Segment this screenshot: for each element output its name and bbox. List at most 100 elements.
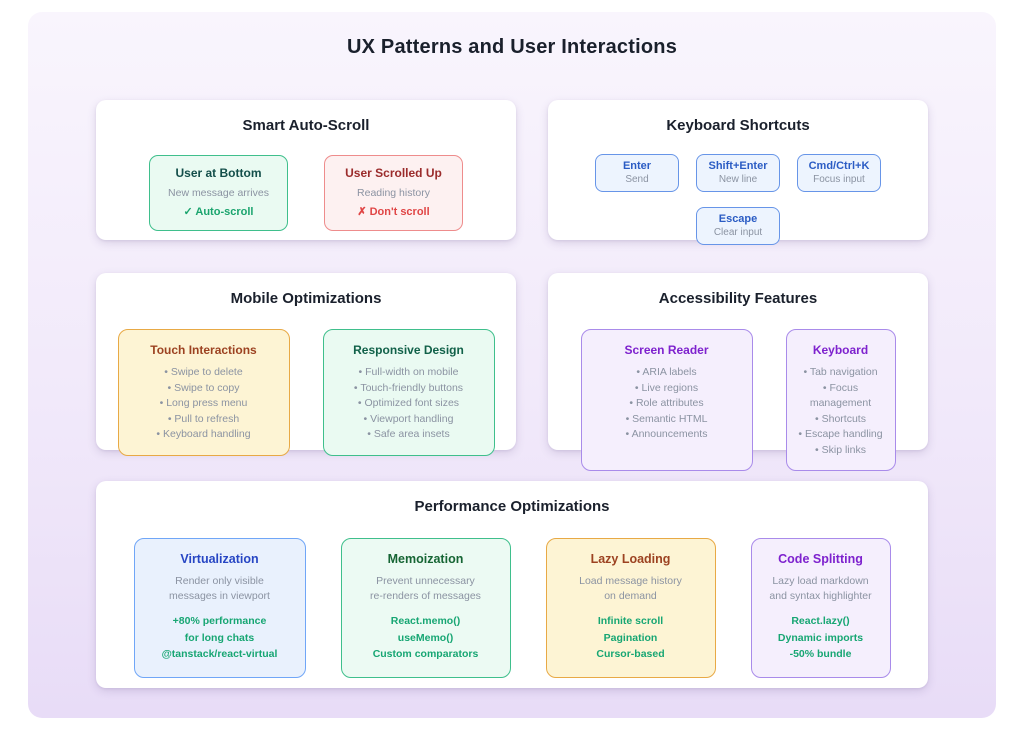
list-item: Long press menu	[129, 396, 279, 412]
card-desc: New message arrives	[168, 187, 269, 199]
stat-line: React.lazy()	[791, 615, 850, 627]
panel-mobile-optimizations: Mobile Optimizations Touch Interactions …	[96, 273, 516, 456]
list-item: Role attributes	[592, 396, 742, 412]
list-item: Shortcuts	[797, 412, 885, 428]
key-shift-enter: Shift+Enter New line	[696, 154, 780, 192]
desc-line: messages in viewport	[169, 590, 270, 602]
card-stats: Infinite scroll Pagination Cursor-based	[553, 613, 709, 663]
panel-title: Smart Auto-Scroll	[242, 117, 370, 134]
card-title: Lazy Loading	[590, 552, 671, 566]
panel-keyboard-shortcuts: Keyboard Shortcuts Enter Send Shift+Ente…	[548, 100, 928, 245]
card-title: User at Bottom	[175, 166, 262, 180]
stat-line: @tanstack/react-virtual	[161, 648, 278, 660]
card-action: ✓ Auto-scroll	[183, 206, 254, 218]
list-item: Swipe to delete	[129, 365, 279, 381]
desc-line: and syntax highlighter	[769, 590, 872, 602]
key-action: Clear input	[713, 227, 763, 238]
key-cmd-ctrl-k: Cmd/Ctrl+K Focus input	[797, 154, 881, 192]
card-touch-interactions: Touch Interactions Swipe to delete Swipe…	[117, 329, 290, 456]
key-enter: Enter Send	[595, 154, 679, 192]
card-stats: React.lazy() Dynamic imports -50% bundle	[758, 613, 884, 663]
card-lazy-loading: Lazy Loading Load message history on dem…	[545, 538, 716, 678]
key-label: Enter	[622, 160, 652, 172]
card-user-at-bottom: User at Bottom New message arrives ✓ Aut…	[149, 155, 288, 231]
stat-line: Pagination	[603, 631, 658, 644]
key-escape: Escape Clear input	[696, 207, 780, 245]
card-desc: Reading history	[357, 187, 430, 199]
panel-title: Performance Optimizations	[414, 498, 610, 515]
list-item: Full-width on mobile	[334, 365, 484, 381]
card-items: Swipe to delete Swipe to copy Long press…	[129, 365, 279, 443]
list-item: Escape handling	[797, 427, 885, 443]
card-user-scrolled-up: User Scrolled Up Reading history ✗ Don't…	[324, 155, 463, 231]
desc-line: on demand	[604, 590, 657, 602]
stat-line: Custom comparators	[372, 648, 479, 660]
panel-title: Mobile Optimizations	[230, 290, 382, 307]
card-title: Memoization	[387, 552, 464, 566]
card-keyboard: Keyboard Tab navigation Focus management…	[785, 329, 896, 471]
card-desc: Prevent unnecessary re-renders of messag…	[348, 574, 504, 604]
performance-cards: Virtualization Render only visible messa…	[96, 538, 928, 678]
list-item: Safe area insets	[334, 427, 484, 443]
panel-performance-optimizations: Performance Optimizations Virtualization…	[96, 481, 928, 688]
key-label: Cmd/Ctrl+K	[808, 160, 870, 172]
panel-title: Accessibility Features	[658, 290, 818, 307]
list-item: Skip links	[797, 443, 885, 459]
list-item: Touch-friendly buttons	[334, 381, 484, 397]
stat-line: Dynamic imports	[777, 631, 864, 644]
list-item: Swipe to copy	[129, 381, 279, 397]
list-item: Announcements	[592, 427, 742, 443]
list-item: Keyboard handling	[129, 427, 279, 443]
card-items: Full-width on mobile Touch-friendly butt…	[334, 365, 484, 443]
card-stats: +80% performance for long chats @tanstac…	[141, 613, 299, 663]
accessibility-cards: Screen Reader ARIA labels Live regions R…	[548, 329, 928, 471]
key-action: Send	[625, 174, 649, 185]
list-item: Live regions	[592, 381, 742, 397]
card-title: Screen Reader	[624, 343, 709, 357]
key-action: Focus input	[813, 174, 865, 185]
desc-line: Lazy load markdown	[772, 575, 869, 587]
desc-line: Prevent unnecessary	[376, 575, 475, 587]
list-item: Tab navigation	[797, 365, 885, 381]
key-label: Shift+Enter	[708, 160, 768, 172]
card-items: Tab navigation Focus management Shortcut…	[797, 365, 885, 458]
page-title: UX Patterns and User Interactions	[346, 36, 678, 58]
panel-title: Keyboard Shortcuts	[666, 117, 810, 134]
list-item: Pull to refresh	[129, 412, 279, 428]
card-desc: Load message history on demand	[553, 574, 709, 604]
card-screen-reader: Screen Reader ARIA labels Live regions R…	[580, 329, 753, 471]
card-code-splitting: Code Splitting Lazy load markdown and sy…	[750, 538, 891, 678]
row-top: Smart Auto-Scroll User at Bottom New mes…	[96, 100, 928, 245]
panel-smart-auto-scroll: Smart Auto-Scroll User at Bottom New mes…	[96, 100, 516, 240]
card-title: User Scrolled Up	[345, 166, 442, 180]
desc-line: Load message history	[579, 575, 682, 587]
stat-line: +80% performance	[172, 615, 267, 627]
stat-line: for long chats	[184, 631, 255, 644]
card-title: Virtualization	[180, 552, 259, 566]
list-item: Optimized font sizes	[334, 396, 484, 412]
row-middle: Mobile Optimizations Touch Interactions …	[96, 273, 928, 471]
card-title: Responsive Design	[353, 343, 464, 357]
card-action: ✗ Don't scroll	[357, 206, 430, 218]
list-item: Viewport handling	[334, 412, 484, 428]
key-label: Escape	[718, 213, 758, 225]
panel-accessibility-features: Accessibility Features Screen Reader ARI…	[548, 273, 928, 471]
card-desc: Lazy load markdown and syntax highlighte…	[758, 574, 884, 604]
mobile-cards: Touch Interactions Swipe to delete Swipe…	[96, 329, 516, 456]
list-item: Focus management	[797, 381, 885, 412]
card-title: Keyboard	[812, 343, 869, 357]
stat-line: Cursor-based	[596, 648, 665, 660]
diagram-canvas: UX Patterns and User Interactions Smart …	[28, 12, 996, 718]
list-item: ARIA labels	[592, 365, 742, 381]
auto-scroll-cards: User at Bottom New message arrives ✓ Aut…	[96, 155, 516, 231]
card-items: ARIA labels Live regions Role attributes…	[592, 365, 742, 443]
stat-line: React.memo()	[390, 615, 461, 627]
shortcut-row-1: Enter Send Shift+Enter New line Cmd/Ctrl…	[548, 154, 928, 192]
desc-line: Render only visible	[175, 575, 264, 587]
list-item: Semantic HTML	[592, 412, 742, 428]
card-memoization: Memoization Prevent unnecessary re-rende…	[340, 538, 511, 678]
card-responsive-design: Responsive Design Full-width on mobile T…	[322, 329, 495, 456]
stat-line: Infinite scroll	[597, 615, 664, 627]
card-desc: Render only visible messages in viewport	[141, 574, 299, 604]
